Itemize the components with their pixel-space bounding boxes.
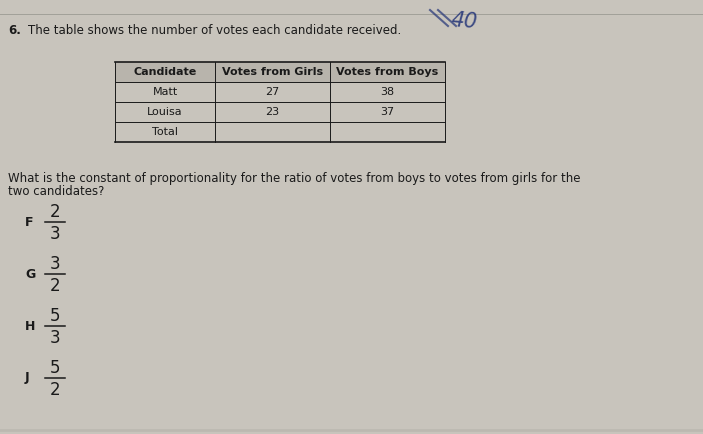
- Text: 2: 2: [50, 277, 60, 295]
- Text: Louisa: Louisa: [147, 107, 183, 117]
- Text: What is the constant of proportionality for the ratio of votes from boys to vote: What is the constant of proportionality …: [8, 172, 581, 185]
- Text: 3: 3: [50, 255, 60, 273]
- Text: Votes from Boys: Votes from Boys: [336, 67, 439, 77]
- Text: G: G: [25, 267, 35, 280]
- Text: H: H: [25, 319, 35, 332]
- Text: 2: 2: [50, 381, 60, 399]
- Text: 27: 27: [265, 87, 280, 97]
- Text: J: J: [25, 372, 30, 385]
- Text: 5: 5: [50, 359, 60, 377]
- Text: 6.: 6.: [8, 24, 21, 37]
- Text: The table shows the number of votes each candidate received.: The table shows the number of votes each…: [28, 24, 401, 37]
- Text: two candidates?: two candidates?: [8, 185, 104, 198]
- Text: 37: 37: [380, 107, 394, 117]
- Bar: [115, 62, 445, 82]
- Text: 3: 3: [50, 329, 60, 347]
- Text: 5: 5: [50, 307, 60, 325]
- Text: 2: 2: [50, 203, 60, 221]
- Text: F: F: [25, 216, 34, 228]
- Text: 40: 40: [450, 10, 478, 32]
- Text: Total: Total: [152, 127, 178, 137]
- Text: Candidate: Candidate: [134, 67, 197, 77]
- Text: Votes from Girls: Votes from Girls: [222, 67, 323, 77]
- Text: Matt: Matt: [153, 87, 178, 97]
- Text: 3: 3: [50, 225, 60, 243]
- Text: 38: 38: [380, 87, 394, 97]
- Text: 23: 23: [266, 107, 280, 117]
